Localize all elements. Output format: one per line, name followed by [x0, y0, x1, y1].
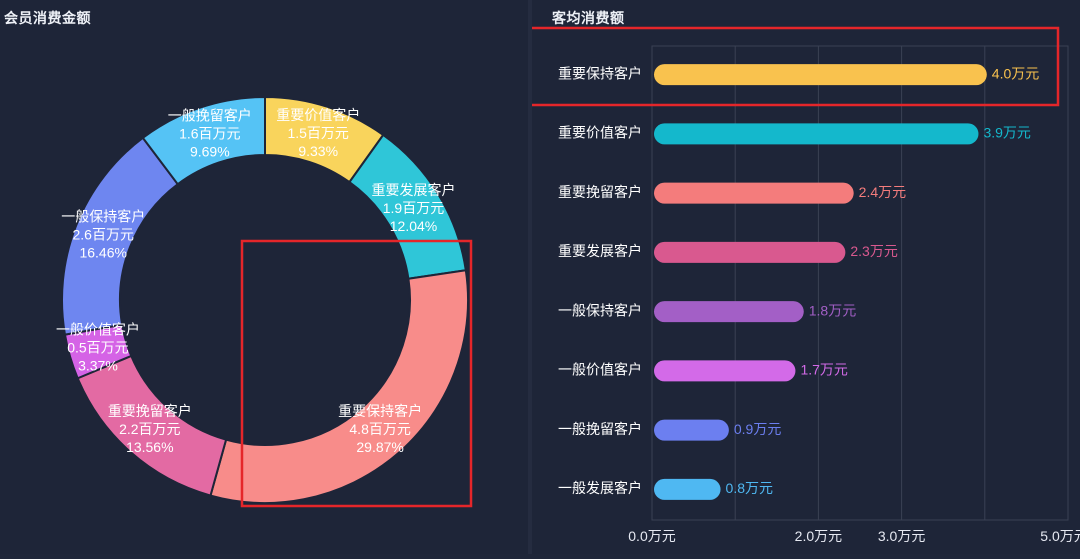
- donut-slice-general-winback[interactable]: [141, 95, 266, 186]
- category-label-important-value: 重要价值客户: [558, 125, 642, 141]
- x-tick-label: 2.0万元: [795, 528, 842, 544]
- bar-important-development[interactable]: [654, 241, 846, 263]
- value-label-general-value: 1.7万元: [800, 362, 847, 378]
- donut-slice-important-retention[interactable]: [209, 269, 469, 504]
- bar-general-value[interactable]: [654, 360, 796, 382]
- donut-chart: 重要价值客户 1.5百万元 9.33% 重要发展客户 1.9百万元 12.04% 重要保持客…: [56, 95, 473, 508]
- value-label-important-value: 3.9万元: [983, 125, 1030, 141]
- avg-spend-title: 客均消费额: [552, 10, 625, 26]
- category-label-general-winback: 一般挽留客户: [558, 421, 642, 437]
- category-label-general-development: 一般发展客户: [558, 480, 642, 496]
- value-label-important-retention: 4.0万元: [992, 65, 1039, 81]
- slice-percent-important-value: 9.33%: [298, 143, 338, 159]
- slice-value-general-value: 0.5百万元: [67, 339, 128, 355]
- slice-value-important-retention: 4.8百万元: [349, 421, 410, 437]
- x-tick-label: 5.0万元: [1040, 528, 1080, 544]
- slice-label-general-value: 一般价值客户: [56, 321, 140, 337]
- slice-label-important-retention: 重要保持客户: [338, 403, 422, 419]
- slice-value-general-retention: 2.6百万元: [72, 227, 133, 243]
- value-label-general-retention: 1.8万元: [809, 302, 856, 318]
- donut-labels: 重要价值客户 1.5百万元 9.33% 重要发展客户 1.9百万元 12.04% 重要保持客…: [56, 107, 456, 455]
- plot-frame: [651, 45, 1069, 521]
- value-label-important-development: 2.3万元: [850, 243, 897, 259]
- slice-percent-general-value: 3.37%: [78, 357, 118, 373]
- category-label-important-retention: 重要保持客户: [558, 65, 642, 81]
- slice-value-important-development: 1.9百万元: [383, 200, 444, 216]
- highlight-box-donut: [240, 239, 473, 508]
- slice-percent-important-winback: 13.56%: [126, 439, 173, 455]
- slice-percent-general-winback: 9.69%: [190, 144, 230, 160]
- member-spend-panel: 会员消费金额 重要价值客户 1.5百万元 9.33% 重要发展客户 1.9百万元 12.0…: [0, 0, 528, 554]
- value-label-important-winback: 2.4万元: [859, 184, 906, 200]
- slice-value-important-value: 1.5百万元: [287, 125, 348, 141]
- panel-divider: [528, 0, 532, 554]
- value-label-general-development: 0.8万元: [726, 480, 773, 496]
- category-label-important-development: 重要发展客户: [558, 243, 642, 259]
- bar-important-retention[interactable]: [654, 64, 987, 86]
- slice-label-important-development: 重要发展客户: [371, 182, 455, 198]
- slice-label-general-winback: 一般挽留客户: [168, 108, 252, 124]
- x-tick-label: 3.0万元: [878, 528, 925, 544]
- x-tick-label: 0.0万元: [628, 528, 675, 544]
- category-label-general-value: 一般价值客户: [558, 362, 642, 378]
- avg-spend-panel: 客均消费额 0.0万元 2.0万元 3.0万元 5.0万元 重要保持客户 4.0万元重要价…: [526, 0, 1080, 554]
- slice-percent-important-development: 12.04%: [390, 218, 437, 234]
- slice-label-general-retention: 一般保持客户: [61, 209, 145, 225]
- bar-general-retention[interactable]: [654, 301, 804, 323]
- slice-percent-general-retention: 16.46%: [79, 245, 126, 261]
- slice-value-important-winback: 2.2百万元: [119, 421, 180, 437]
- value-label-general-winback: 0.9万元: [734, 421, 781, 437]
- member-spend-title: 会员消费金额: [4, 10, 91, 26]
- slice-label-important-value: 重要价值客户: [276, 107, 360, 123]
- slice-label-important-winback: 重要挽留客户: [108, 403, 192, 419]
- category-label-important-winback: 重要挽留客户: [558, 184, 642, 200]
- slice-percent-important-retention: 29.87%: [356, 439, 403, 455]
- slice-value-general-winback: 1.6百万元: [179, 126, 240, 142]
- bar-important-value[interactable]: [654, 123, 979, 145]
- category-label-general-retention: 一般保持客户: [558, 302, 642, 318]
- bar-general-winback[interactable]: [654, 419, 729, 441]
- bar-general-development[interactable]: [654, 478, 721, 500]
- bar-important-winback[interactable]: [654, 182, 854, 204]
